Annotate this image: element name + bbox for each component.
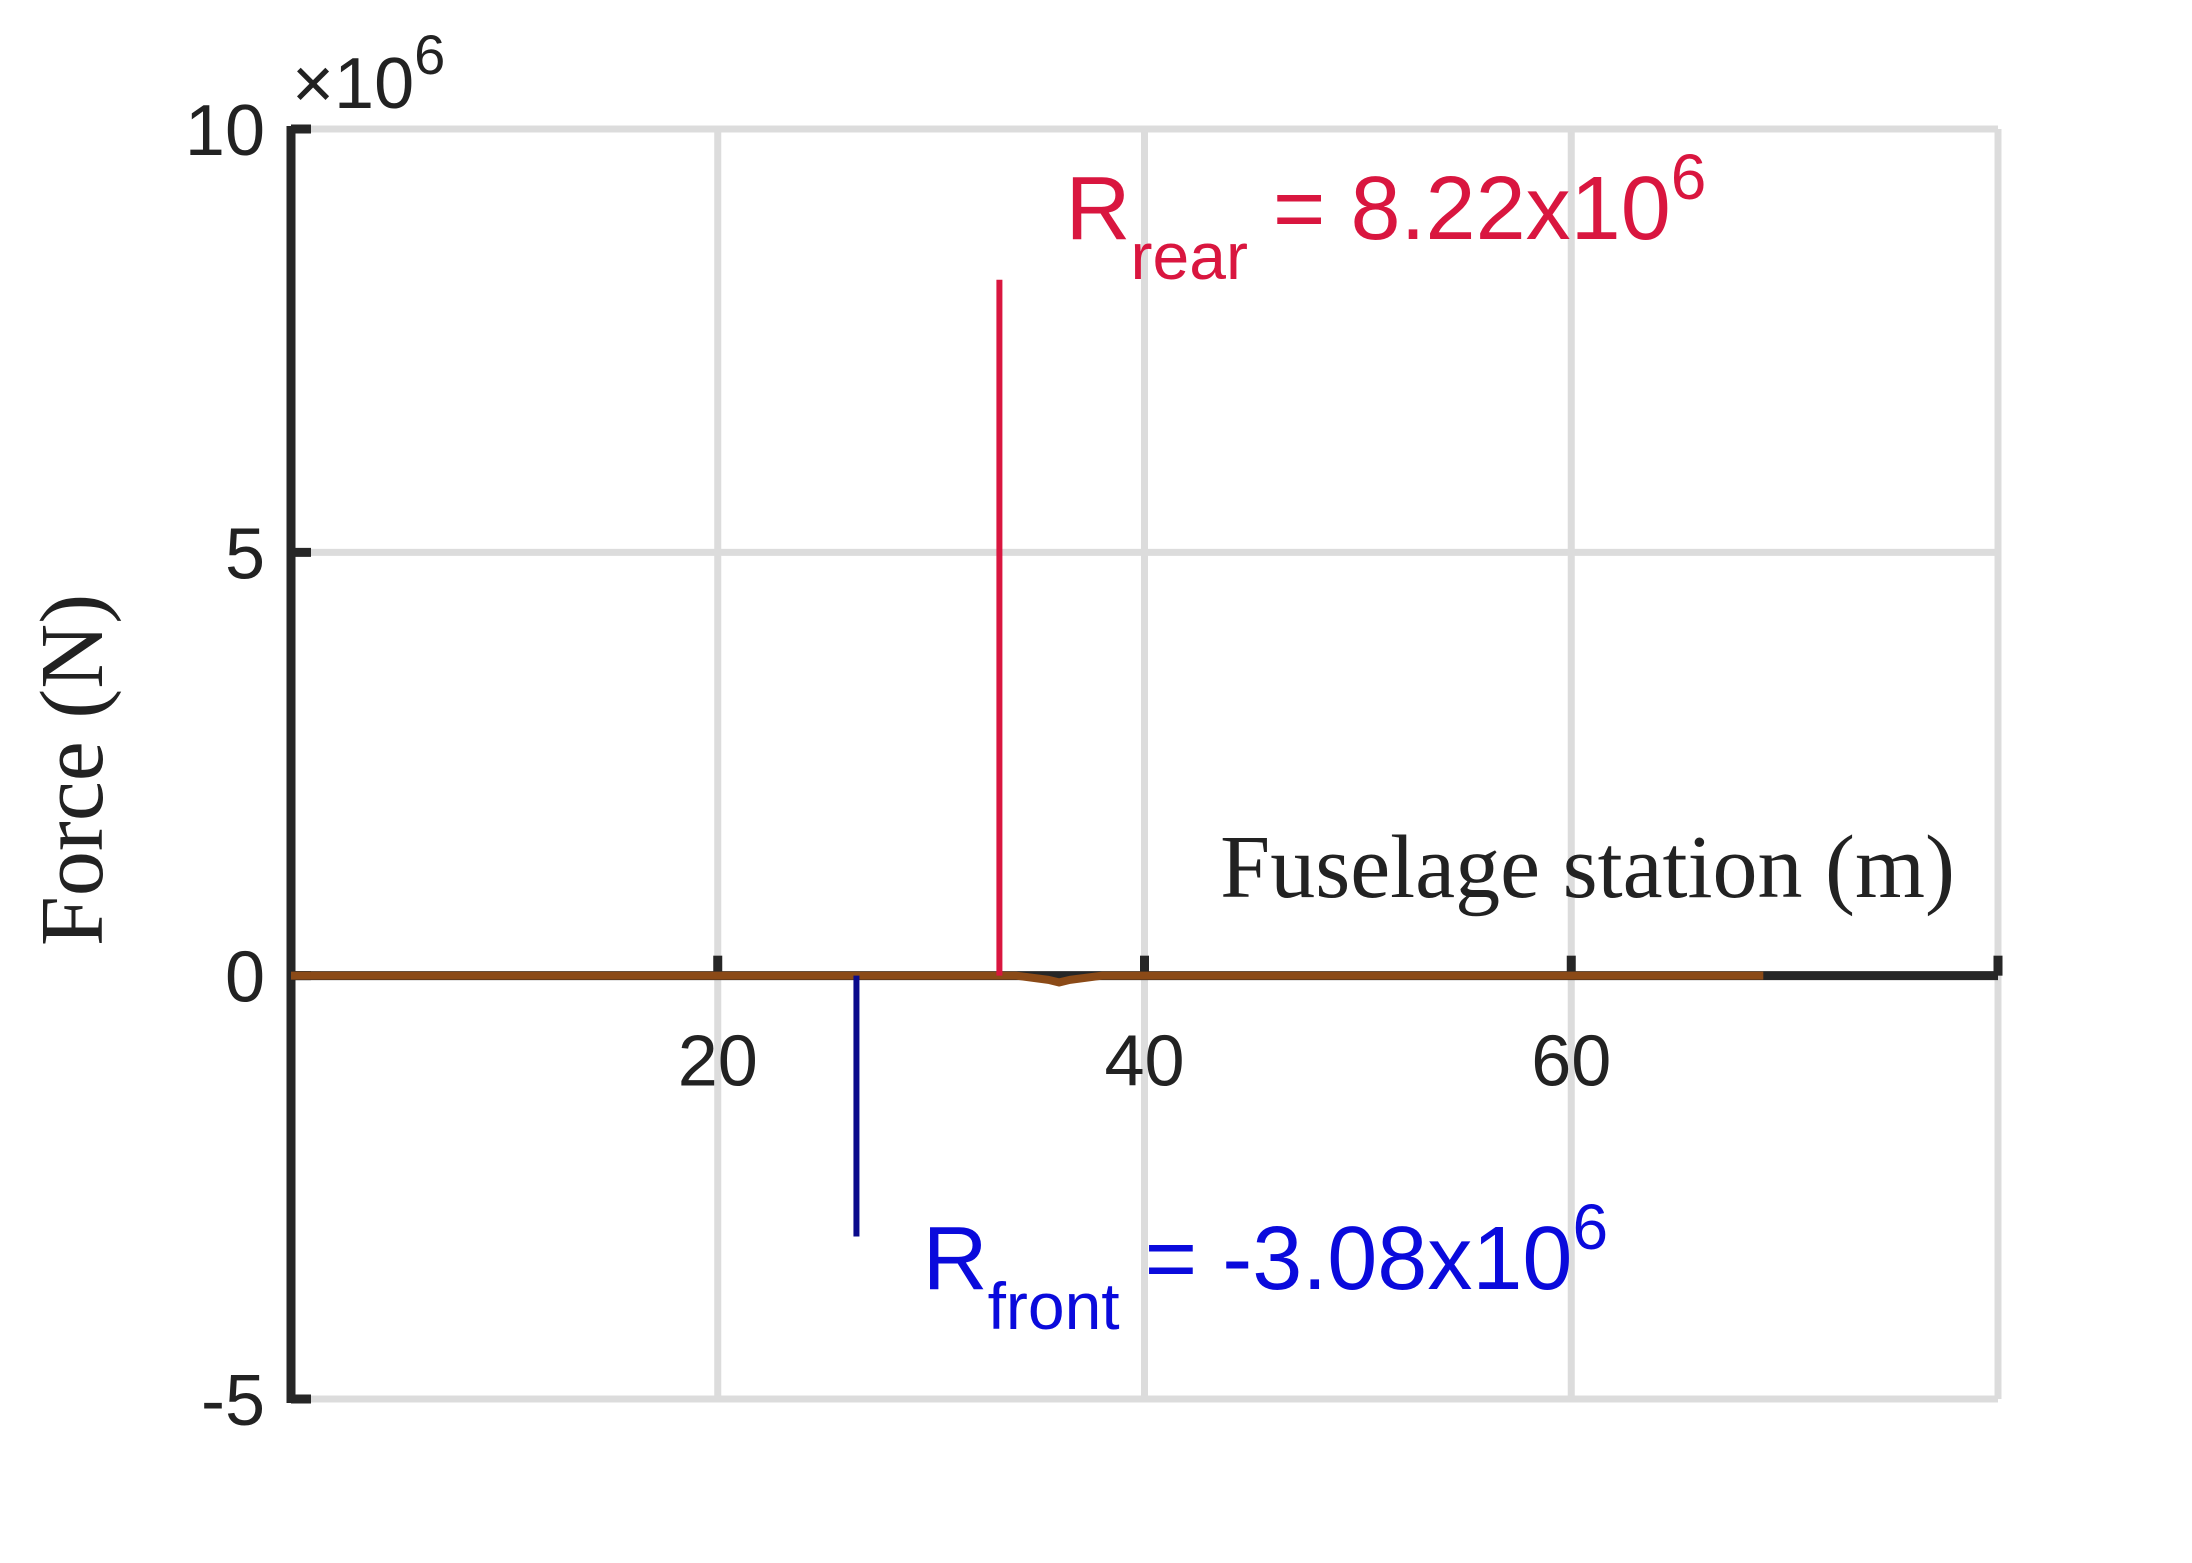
y-tick-label: 10 xyxy=(185,91,265,171)
tick-labels: -5 0 5 10 20 40 60 xyxy=(185,91,1611,1441)
y-tick-label: 0 xyxy=(225,938,265,1018)
y-tick-label: -5 xyxy=(201,1361,265,1441)
grid-lines xyxy=(291,125,2002,1403)
x-axis-title: Fuselage station (m) xyxy=(1220,818,1955,917)
y-exponent-base: ×10 xyxy=(292,44,414,124)
y-exponent-label: ×106 xyxy=(292,23,445,124)
front-reaction-label: Rfront = -3.08x106 xyxy=(923,1191,1608,1343)
x-tick-label: 40 xyxy=(1104,1022,1184,1102)
y-axis-title: Force (N) xyxy=(23,594,122,946)
y-exponent-power: 6 xyxy=(414,23,445,86)
x-tick-label: 20 xyxy=(678,1022,758,1102)
data-series xyxy=(291,279,1764,1237)
load-distribution-line xyxy=(291,971,1764,987)
y-tick-label: 5 xyxy=(225,514,265,594)
annotations: Rrear = 8.22x106 Rfront = -3.08x106 xyxy=(923,141,1707,1343)
rear-reaction-label: Rrear = 8.22x106 xyxy=(1066,141,1707,293)
x-tick-label: 60 xyxy=(1531,1022,1611,1102)
